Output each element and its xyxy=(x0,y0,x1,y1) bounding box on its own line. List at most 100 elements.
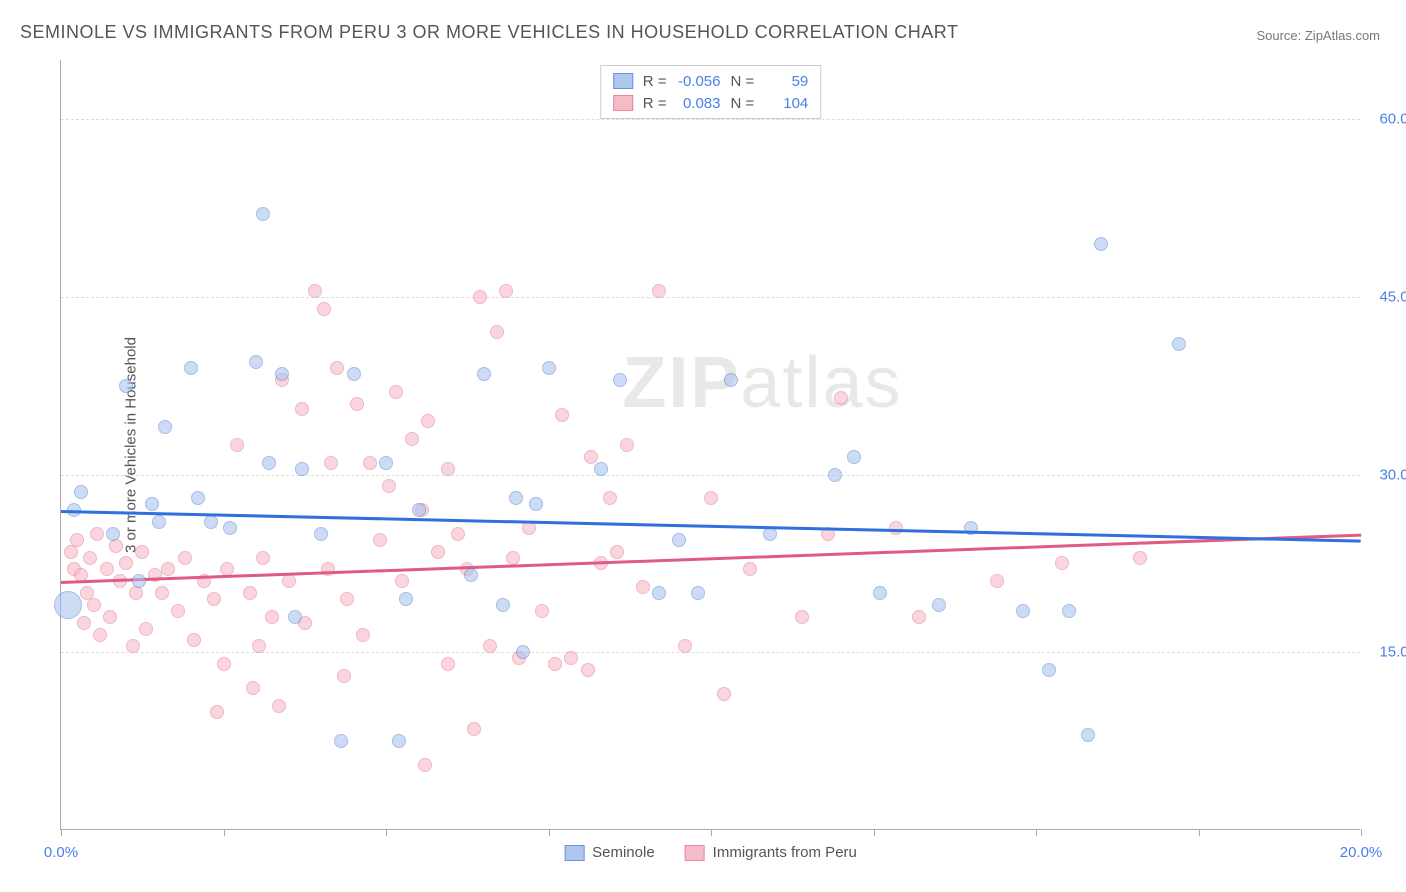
data-point-seminole xyxy=(262,456,276,470)
data-point-peru xyxy=(139,622,153,636)
legend-label-seminole: Seminole xyxy=(592,844,655,861)
data-point-peru xyxy=(431,545,445,559)
trend-line-seminole xyxy=(61,510,1361,542)
data-point-seminole xyxy=(54,591,82,619)
data-point-peru xyxy=(207,592,221,606)
data-point-peru xyxy=(564,651,578,665)
data-point-peru xyxy=(100,562,114,576)
data-point-seminole xyxy=(1172,337,1186,351)
data-point-peru xyxy=(620,438,634,452)
data-point-seminole xyxy=(652,586,666,600)
data-point-peru xyxy=(490,325,504,339)
series-legend: Seminole Immigrants from Peru xyxy=(564,844,857,861)
data-point-peru xyxy=(93,628,107,642)
n-value-peru: 104 xyxy=(764,95,808,112)
x-tick-label: 0.0% xyxy=(44,844,78,861)
swatch-seminole xyxy=(564,845,584,861)
x-tick xyxy=(61,829,62,836)
watermark-bold: ZIP xyxy=(622,343,740,423)
y-tick-label: 30.0% xyxy=(1367,466,1406,483)
data-point-peru xyxy=(451,527,465,541)
x-tick xyxy=(1361,829,1362,836)
data-point-peru xyxy=(704,491,718,505)
swatch-peru xyxy=(685,845,705,861)
data-point-seminole xyxy=(724,373,738,387)
legend-item-seminole: Seminole xyxy=(564,844,655,861)
data-point-peru xyxy=(83,551,97,565)
data-point-peru xyxy=(135,545,149,559)
data-point-peru xyxy=(912,610,926,624)
data-point-seminole xyxy=(145,497,159,511)
data-point-seminole xyxy=(1016,604,1030,618)
data-point-peru xyxy=(717,687,731,701)
data-point-peru xyxy=(555,408,569,422)
data-point-peru xyxy=(441,657,455,671)
data-point-peru xyxy=(418,758,432,772)
data-point-peru xyxy=(210,705,224,719)
data-point-peru xyxy=(187,633,201,647)
data-point-seminole xyxy=(347,367,361,381)
r-label: R = xyxy=(643,73,667,90)
data-point-peru xyxy=(161,562,175,576)
data-point-seminole xyxy=(191,491,205,505)
x-tick xyxy=(549,829,550,836)
data-point-peru xyxy=(743,562,757,576)
data-point-peru xyxy=(441,462,455,476)
data-point-peru xyxy=(373,533,387,547)
data-point-seminole xyxy=(873,586,887,600)
data-point-seminole xyxy=(763,527,777,541)
data-point-seminole xyxy=(184,361,198,375)
x-tick xyxy=(224,829,225,836)
data-point-seminole xyxy=(509,491,523,505)
legend-item-peru: Immigrants from Peru xyxy=(685,844,857,861)
x-tick xyxy=(874,829,875,836)
data-point-peru xyxy=(363,456,377,470)
r-value-peru: 0.083 xyxy=(677,95,721,112)
data-point-peru xyxy=(252,639,266,653)
n-label: N = xyxy=(731,95,755,112)
gridline xyxy=(61,475,1360,476)
data-point-seminole xyxy=(1062,604,1076,618)
data-point-seminole xyxy=(392,734,406,748)
data-point-peru xyxy=(382,479,396,493)
data-point-seminole xyxy=(74,485,88,499)
data-point-peru xyxy=(308,284,322,298)
data-point-seminole xyxy=(399,592,413,606)
data-point-seminole xyxy=(477,367,491,381)
data-point-seminole xyxy=(847,450,861,464)
data-point-seminole xyxy=(464,568,478,582)
data-point-peru xyxy=(834,391,848,405)
data-point-peru xyxy=(467,722,481,736)
data-point-seminole xyxy=(132,574,146,588)
x-tick-label: 20.0% xyxy=(1340,844,1383,861)
data-point-peru xyxy=(1055,556,1069,570)
data-point-seminole xyxy=(594,462,608,476)
data-point-seminole xyxy=(529,497,543,511)
data-point-peru xyxy=(610,545,624,559)
data-point-peru xyxy=(990,574,1004,588)
data-point-seminole xyxy=(275,367,289,381)
y-tick-label: 15.0% xyxy=(1367,644,1406,661)
data-point-peru xyxy=(256,551,270,565)
data-point-peru xyxy=(389,385,403,399)
gridline xyxy=(61,119,1360,120)
data-point-seminole xyxy=(119,379,133,393)
source-attribution: Source: ZipAtlas.com xyxy=(1256,28,1380,43)
y-tick-label: 60.0% xyxy=(1367,111,1406,128)
watermark: ZIPatlas xyxy=(622,342,902,424)
data-point-seminole xyxy=(542,361,556,375)
data-point-peru xyxy=(126,639,140,653)
y-axis-title: 3 or more Vehicles in Household xyxy=(122,337,139,553)
watermark-thin: atlas xyxy=(740,343,902,423)
x-tick xyxy=(1199,829,1200,836)
data-point-peru xyxy=(652,284,666,298)
data-point-peru xyxy=(483,639,497,653)
n-value-seminole: 59 xyxy=(764,73,808,90)
data-point-seminole xyxy=(1094,237,1108,251)
data-point-seminole xyxy=(334,734,348,748)
r-value-seminole: -0.056 xyxy=(677,73,721,90)
data-point-peru xyxy=(548,657,562,671)
data-point-peru xyxy=(421,414,435,428)
data-point-peru xyxy=(243,586,257,600)
data-point-seminole xyxy=(932,598,946,612)
